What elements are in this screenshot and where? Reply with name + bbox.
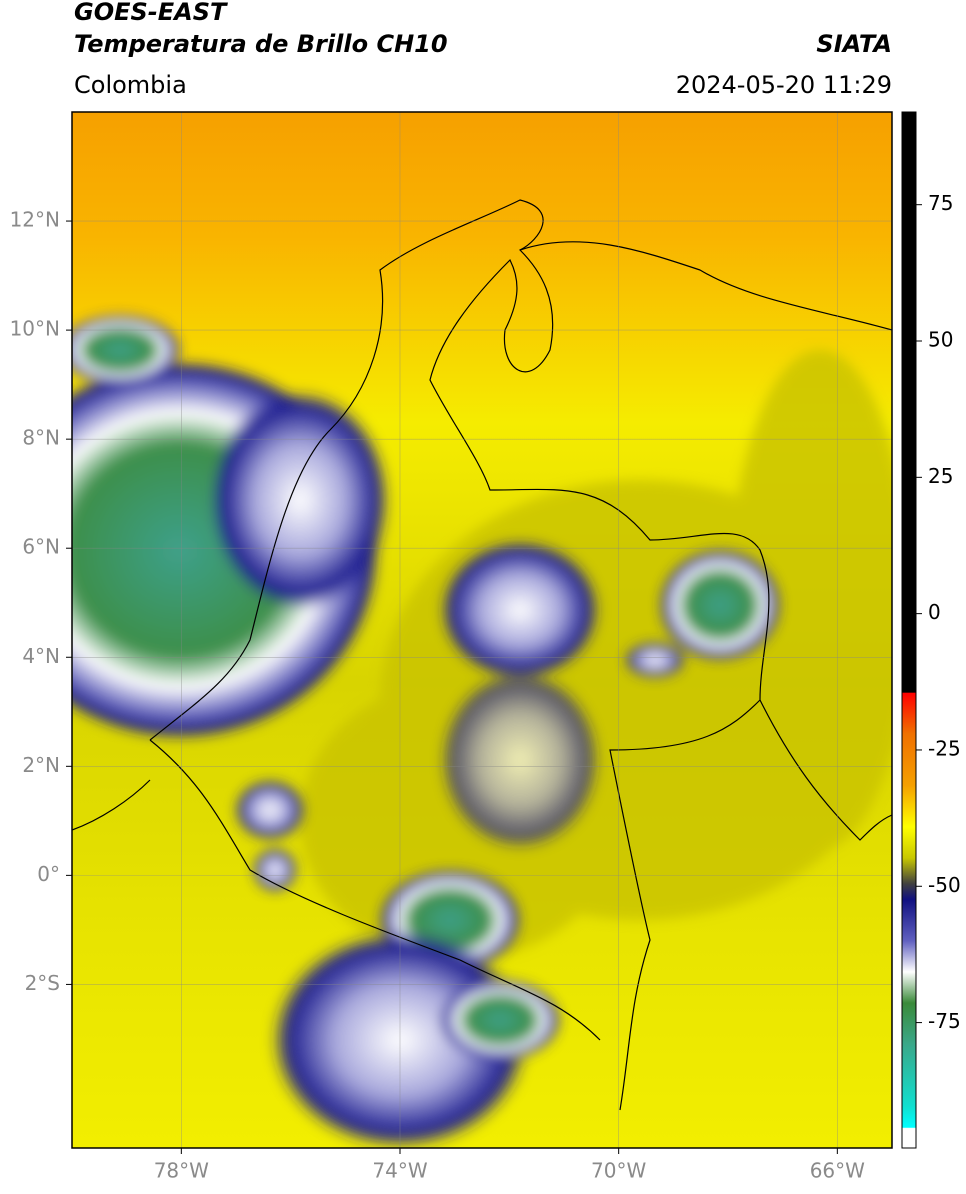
colorbar <box>901 111 917 1149</box>
x-tick-label: 66°W <box>810 1159 865 1183</box>
x-tick-label: 74°W <box>372 1159 427 1183</box>
y-tick-label: 12°N <box>10 208 60 232</box>
satellite: GOES-EAST <box>74 0 228 26</box>
colorbar-tick-label: -50 <box>928 873 961 897</box>
y-tick-label: 2°S <box>25 971 60 995</box>
colorbar-tick-label: 50 <box>928 328 953 352</box>
satellite-image <box>72 112 892 1148</box>
x-tick-label: 70°W <box>591 1159 646 1183</box>
source: SIATA <box>816 30 892 58</box>
y-tick-label: 2°N <box>22 753 60 777</box>
x-tick-label: 78°W <box>154 1159 209 1183</box>
datetime: 2024-05-20 11:29 <box>676 71 892 99</box>
colorbar-tick-label: 75 <box>928 191 953 215</box>
region: Colombia <box>74 71 187 99</box>
y-tick-label: 8°N <box>22 426 60 450</box>
y-tick-label: 0° <box>37 862 60 886</box>
colorbar-tick-label: -25 <box>928 736 961 760</box>
borders <box>72 199 892 1111</box>
colorbar-tick-label: 25 <box>928 464 953 488</box>
product: Temperatura de Brillo CH10 <box>74 30 448 58</box>
colorbar-tick-label: -75 <box>928 1009 961 1033</box>
map-frame <box>71 111 893 1149</box>
y-tick-label: 10°N <box>10 317 60 341</box>
colorbar-tick-label: 0 <box>928 600 941 624</box>
y-tick-label: 6°N <box>22 535 60 559</box>
y-tick-label: 4°N <box>22 644 60 668</box>
grid <box>72 112 892 1148</box>
